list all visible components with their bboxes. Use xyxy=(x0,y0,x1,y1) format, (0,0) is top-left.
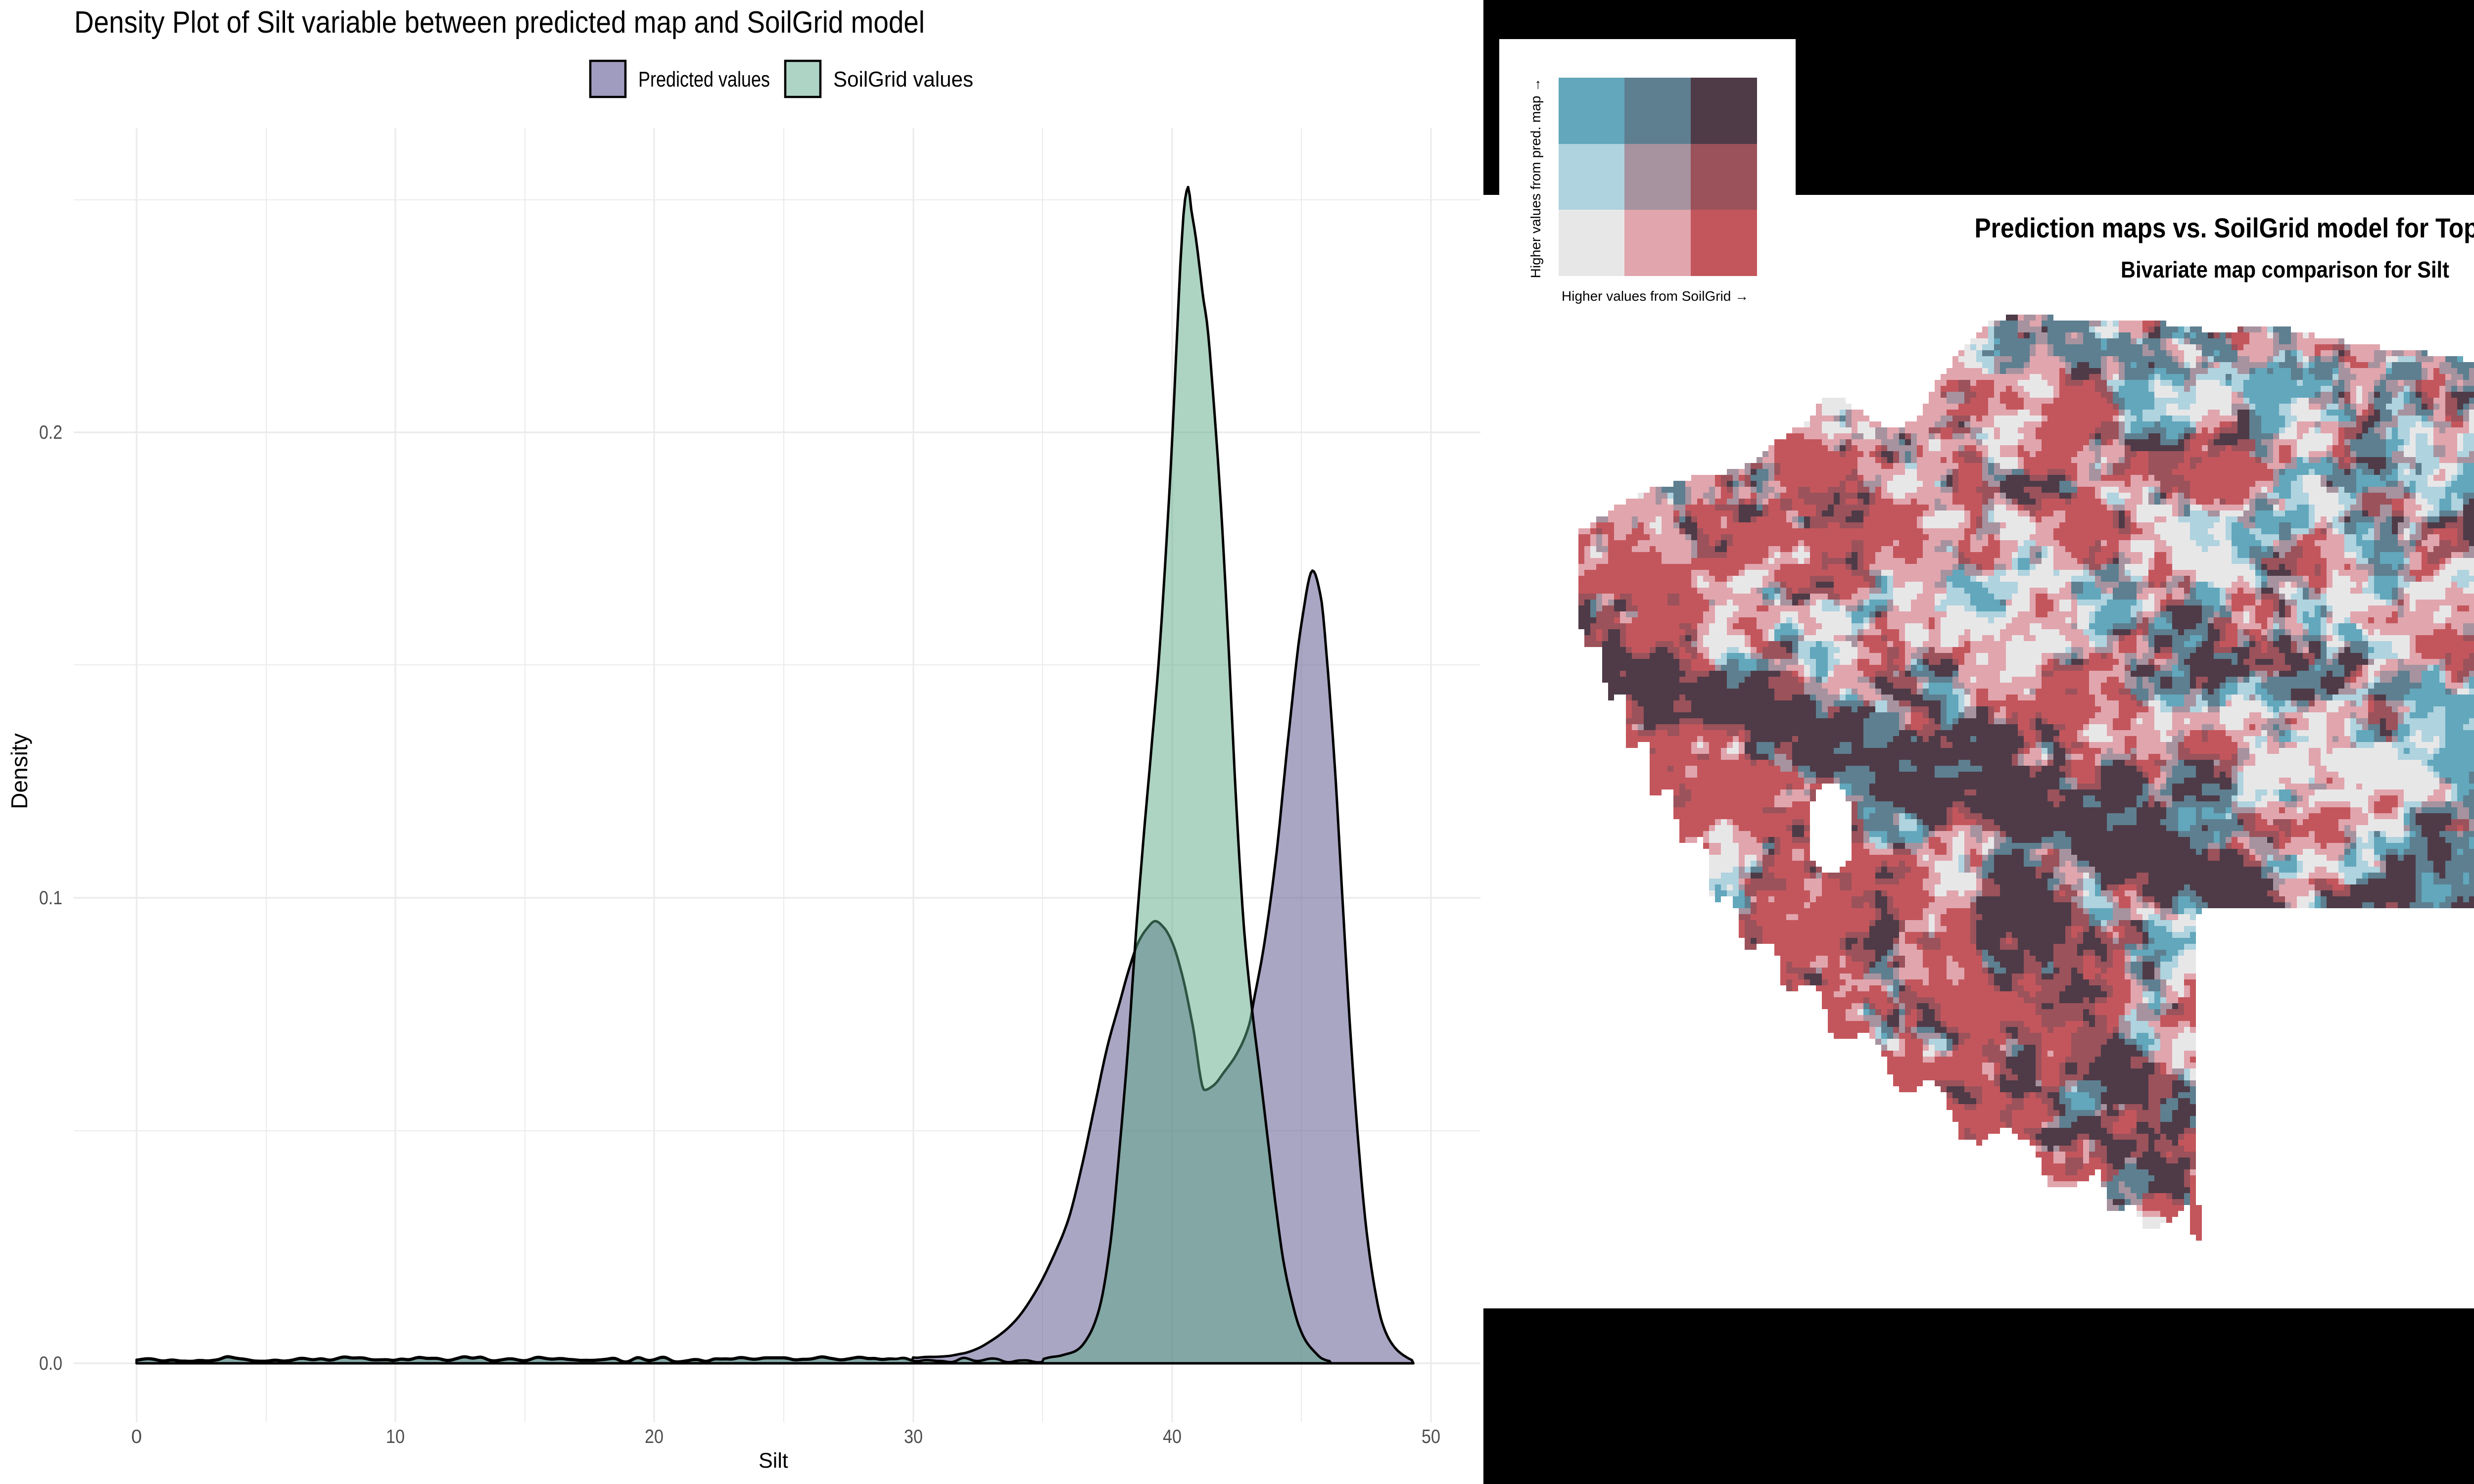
svg-text:Density: Density xyxy=(6,733,32,809)
svg-text:Predicted values: Predicted values xyxy=(638,67,770,92)
svg-text:40: 40 xyxy=(1163,1426,1182,1447)
svg-text:0.0: 0.0 xyxy=(39,1353,62,1374)
svg-text:Silt: Silt xyxy=(759,1449,788,1473)
svg-text:Prediction maps vs. SoilGrid m: Prediction maps vs. SoilGrid model for T… xyxy=(1975,212,2474,243)
svg-text:30: 30 xyxy=(904,1426,923,1447)
svg-text:0: 0 xyxy=(131,1426,142,1447)
svg-text:Density Plot of Silt variable: Density Plot of Silt variable between pr… xyxy=(74,5,925,40)
svg-text:0.1: 0.1 xyxy=(39,887,62,909)
svg-text:50: 50 xyxy=(1422,1426,1440,1447)
svg-text:Higher values from SoilGrid →: Higher values from SoilGrid → xyxy=(1562,288,1749,304)
svg-text:0.2: 0.2 xyxy=(39,422,62,443)
svg-text:10: 10 xyxy=(386,1426,405,1447)
svg-text:20: 20 xyxy=(645,1426,664,1447)
svg-text:SoilGrid values: SoilGrid values xyxy=(833,67,973,92)
svg-text:Higher values from pred. map →: Higher values from pred. map → xyxy=(1528,78,1543,278)
svg-text:Bivariate map comparison for S: Bivariate map comparison for Silt xyxy=(2121,257,2449,282)
